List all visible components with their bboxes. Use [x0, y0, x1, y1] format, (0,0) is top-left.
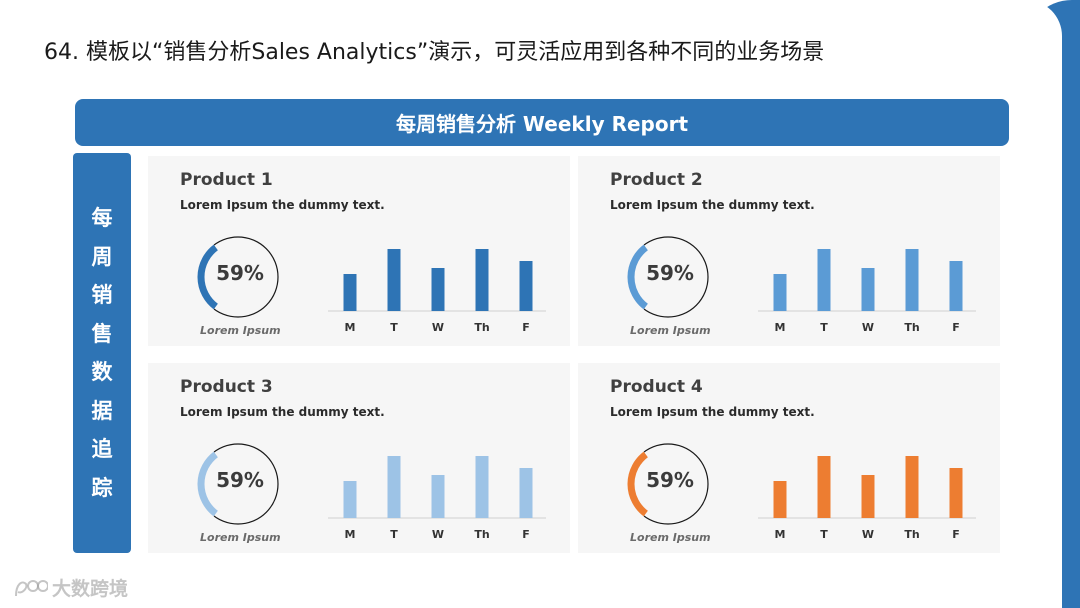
bar-T — [387, 249, 401, 311]
gauge-ring — [197, 443, 279, 525]
bar-W — [861, 475, 875, 518]
bar-T — [817, 249, 831, 311]
x-tick-label: Th — [474, 528, 489, 541]
x-tick-label: F — [522, 528, 530, 541]
banner-title: 每周销售分析 Weekly Report — [395, 112, 689, 136]
weekly-bar-chart: M T W Th F — [758, 456, 976, 541]
x-tick-label: Th — [904, 321, 919, 334]
x-tick-label: W — [432, 321, 444, 334]
bar-Th — [905, 249, 919, 311]
bar-W — [431, 268, 445, 311]
gauge-percent-label: 59% — [216, 261, 264, 285]
x-tick-label: T — [820, 528, 828, 541]
side-label-char: 周 — [91, 244, 113, 269]
bar-Th — [475, 249, 489, 311]
x-tick-label: M — [345, 321, 356, 334]
bar-Th — [475, 456, 489, 518]
side-label-char: 据 — [91, 398, 113, 423]
gauge-progress-arc — [197, 451, 219, 517]
side-label-bar: 每周销售数据追踪 — [73, 153, 131, 553]
x-tick-label: W — [862, 528, 874, 541]
product-title: Product 1 — [180, 170, 273, 190]
x-tick-label: M — [775, 321, 786, 334]
x-tick-label: Th — [474, 321, 489, 334]
gauge-percent-label: 59% — [216, 468, 264, 492]
product-title: Product 2 — [610, 170, 703, 190]
bar-M — [343, 481, 357, 518]
gauge-caption: Lorem Ipsum — [200, 531, 281, 544]
bar-W — [861, 268, 875, 311]
side-label-char: 踪 — [91, 475, 113, 500]
side-label-char: 销 — [91, 283, 113, 307]
x-tick-label: T — [390, 321, 398, 334]
product-panel-4: Product 4 Lorem Ipsum the dummy text. 59… — [578, 363, 1000, 553]
x-tick-label: F — [952, 528, 960, 541]
bar-M — [343, 274, 357, 311]
x-tick-label: M — [345, 528, 356, 541]
gauge-caption: Lorem Ipsum — [630, 324, 711, 337]
product-panel-2: Product 2 Lorem Ipsum the dummy text. 59… — [578, 156, 1000, 346]
x-tick-label: F — [952, 321, 960, 334]
bar-W — [431, 475, 445, 518]
bar-M — [773, 481, 787, 518]
bar-M — [773, 274, 787, 311]
report-banner: 每周销售分析 Weekly Report — [75, 99, 1009, 146]
x-tick-label: T — [390, 528, 398, 541]
gauge-ring — [627, 443, 709, 525]
product-subtitle: Lorem Ipsum the dummy text. — [610, 198, 815, 212]
bar-F — [949, 468, 963, 518]
bar-Th — [905, 456, 919, 518]
side-label-char: 售 — [91, 321, 113, 346]
gauge-percent-label: 59% — [646, 468, 694, 492]
gauge-caption: Lorem Ipsum — [200, 324, 281, 337]
weekly-bar-chart: M T W Th F — [328, 456, 546, 541]
x-tick-label: T — [820, 321, 828, 334]
gauge-progress-arc — [627, 244, 649, 310]
watermark-text: 大数跨境 — [52, 578, 129, 600]
bar-F — [949, 261, 963, 311]
x-tick-label: W — [862, 321, 874, 334]
bar-T — [817, 456, 831, 518]
x-tick-label: F — [522, 321, 530, 334]
gauge-ring — [627, 236, 709, 318]
x-tick-label: Th — [904, 528, 919, 541]
weekly-bar-chart: M T W Th F — [758, 249, 976, 334]
bar-F — [519, 261, 533, 311]
corner-decoration-inner — [1024, 0, 1062, 608]
x-tick-label: W — [432, 528, 444, 541]
side-label-char: 数 — [91, 360, 113, 384]
watermark: 大数跨境 — [12, 574, 128, 601]
bar-T — [387, 456, 401, 518]
gauge-caption: Lorem Ipsum — [630, 531, 711, 544]
product-subtitle: Lorem Ipsum the dummy text. — [610, 405, 815, 419]
x-tick-label: M — [775, 528, 786, 541]
product-title: Product 4 — [610, 377, 703, 397]
product-subtitle: Lorem Ipsum the dummy text. — [180, 405, 385, 419]
gauge-percent-label: 59% — [646, 261, 694, 285]
bar-F — [519, 468, 533, 518]
product-subtitle: Lorem Ipsum the dummy text. — [180, 198, 385, 212]
product-panel-1: Product 1 Lorem Ipsum the dummy text. 59… — [148, 156, 570, 346]
side-label-char: 每 — [91, 206, 113, 230]
product-panel-3: Product 3 Lorem Ipsum the dummy text. 59… — [148, 363, 570, 553]
gauge-ring — [197, 236, 279, 318]
gauge-progress-arc — [197, 244, 219, 310]
watermark-logo-icon — [15, 579, 48, 596]
weekly-bar-chart: M T W Th F — [328, 249, 546, 334]
side-label-char: 追 — [91, 437, 113, 461]
product-title: Product 3 — [180, 377, 273, 397]
slide-title: 64. 模板以“销售分析Sales Analytics”演示，可灵活应用到各种不… — [44, 40, 825, 65]
gauge-progress-arc — [627, 451, 649, 517]
